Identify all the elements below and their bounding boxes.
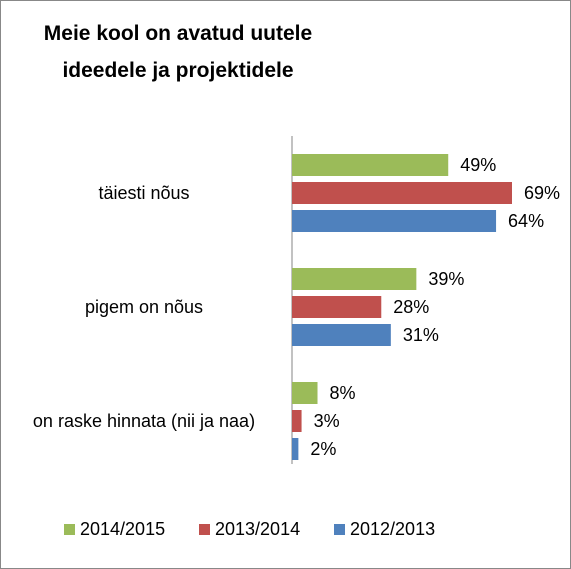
bar: [292, 410, 302, 432]
bar: [292, 324, 391, 346]
category-label: täiesti nõus: [98, 183, 190, 203]
data-label: 64%: [508, 211, 544, 231]
legend-swatch: [334, 524, 345, 535]
data-label: 28%: [393, 297, 429, 317]
data-label: 39%: [428, 269, 464, 289]
data-label: 2%: [310, 439, 336, 459]
legend-label: 2013/2014: [215, 519, 300, 539]
legend-label: 2014/2015: [80, 519, 165, 539]
bar: [292, 268, 417, 290]
bar: [292, 296, 382, 318]
legend-swatch: [64, 524, 75, 535]
bar: [292, 182, 512, 204]
category-label: pigem on nõus: [84, 297, 204, 317]
bar: [292, 210, 497, 232]
category-label: on raske hinnata (nii ja naa): [32, 411, 256, 431]
legend-label: 2012/2013: [350, 519, 435, 539]
chart-title: Meie kool on avatud uutele ideedele ja p…: [43, 22, 313, 82]
bar: [292, 382, 318, 404]
data-label: 3%: [314, 411, 340, 431]
bar: [292, 438, 299, 460]
data-label: 69%: [524, 183, 560, 203]
data-label: 8%: [330, 383, 356, 403]
data-label: 49%: [460, 155, 496, 175]
legend-swatch: [199, 524, 210, 535]
data-label: 31%: [403, 325, 439, 345]
bar: [292, 154, 449, 176]
